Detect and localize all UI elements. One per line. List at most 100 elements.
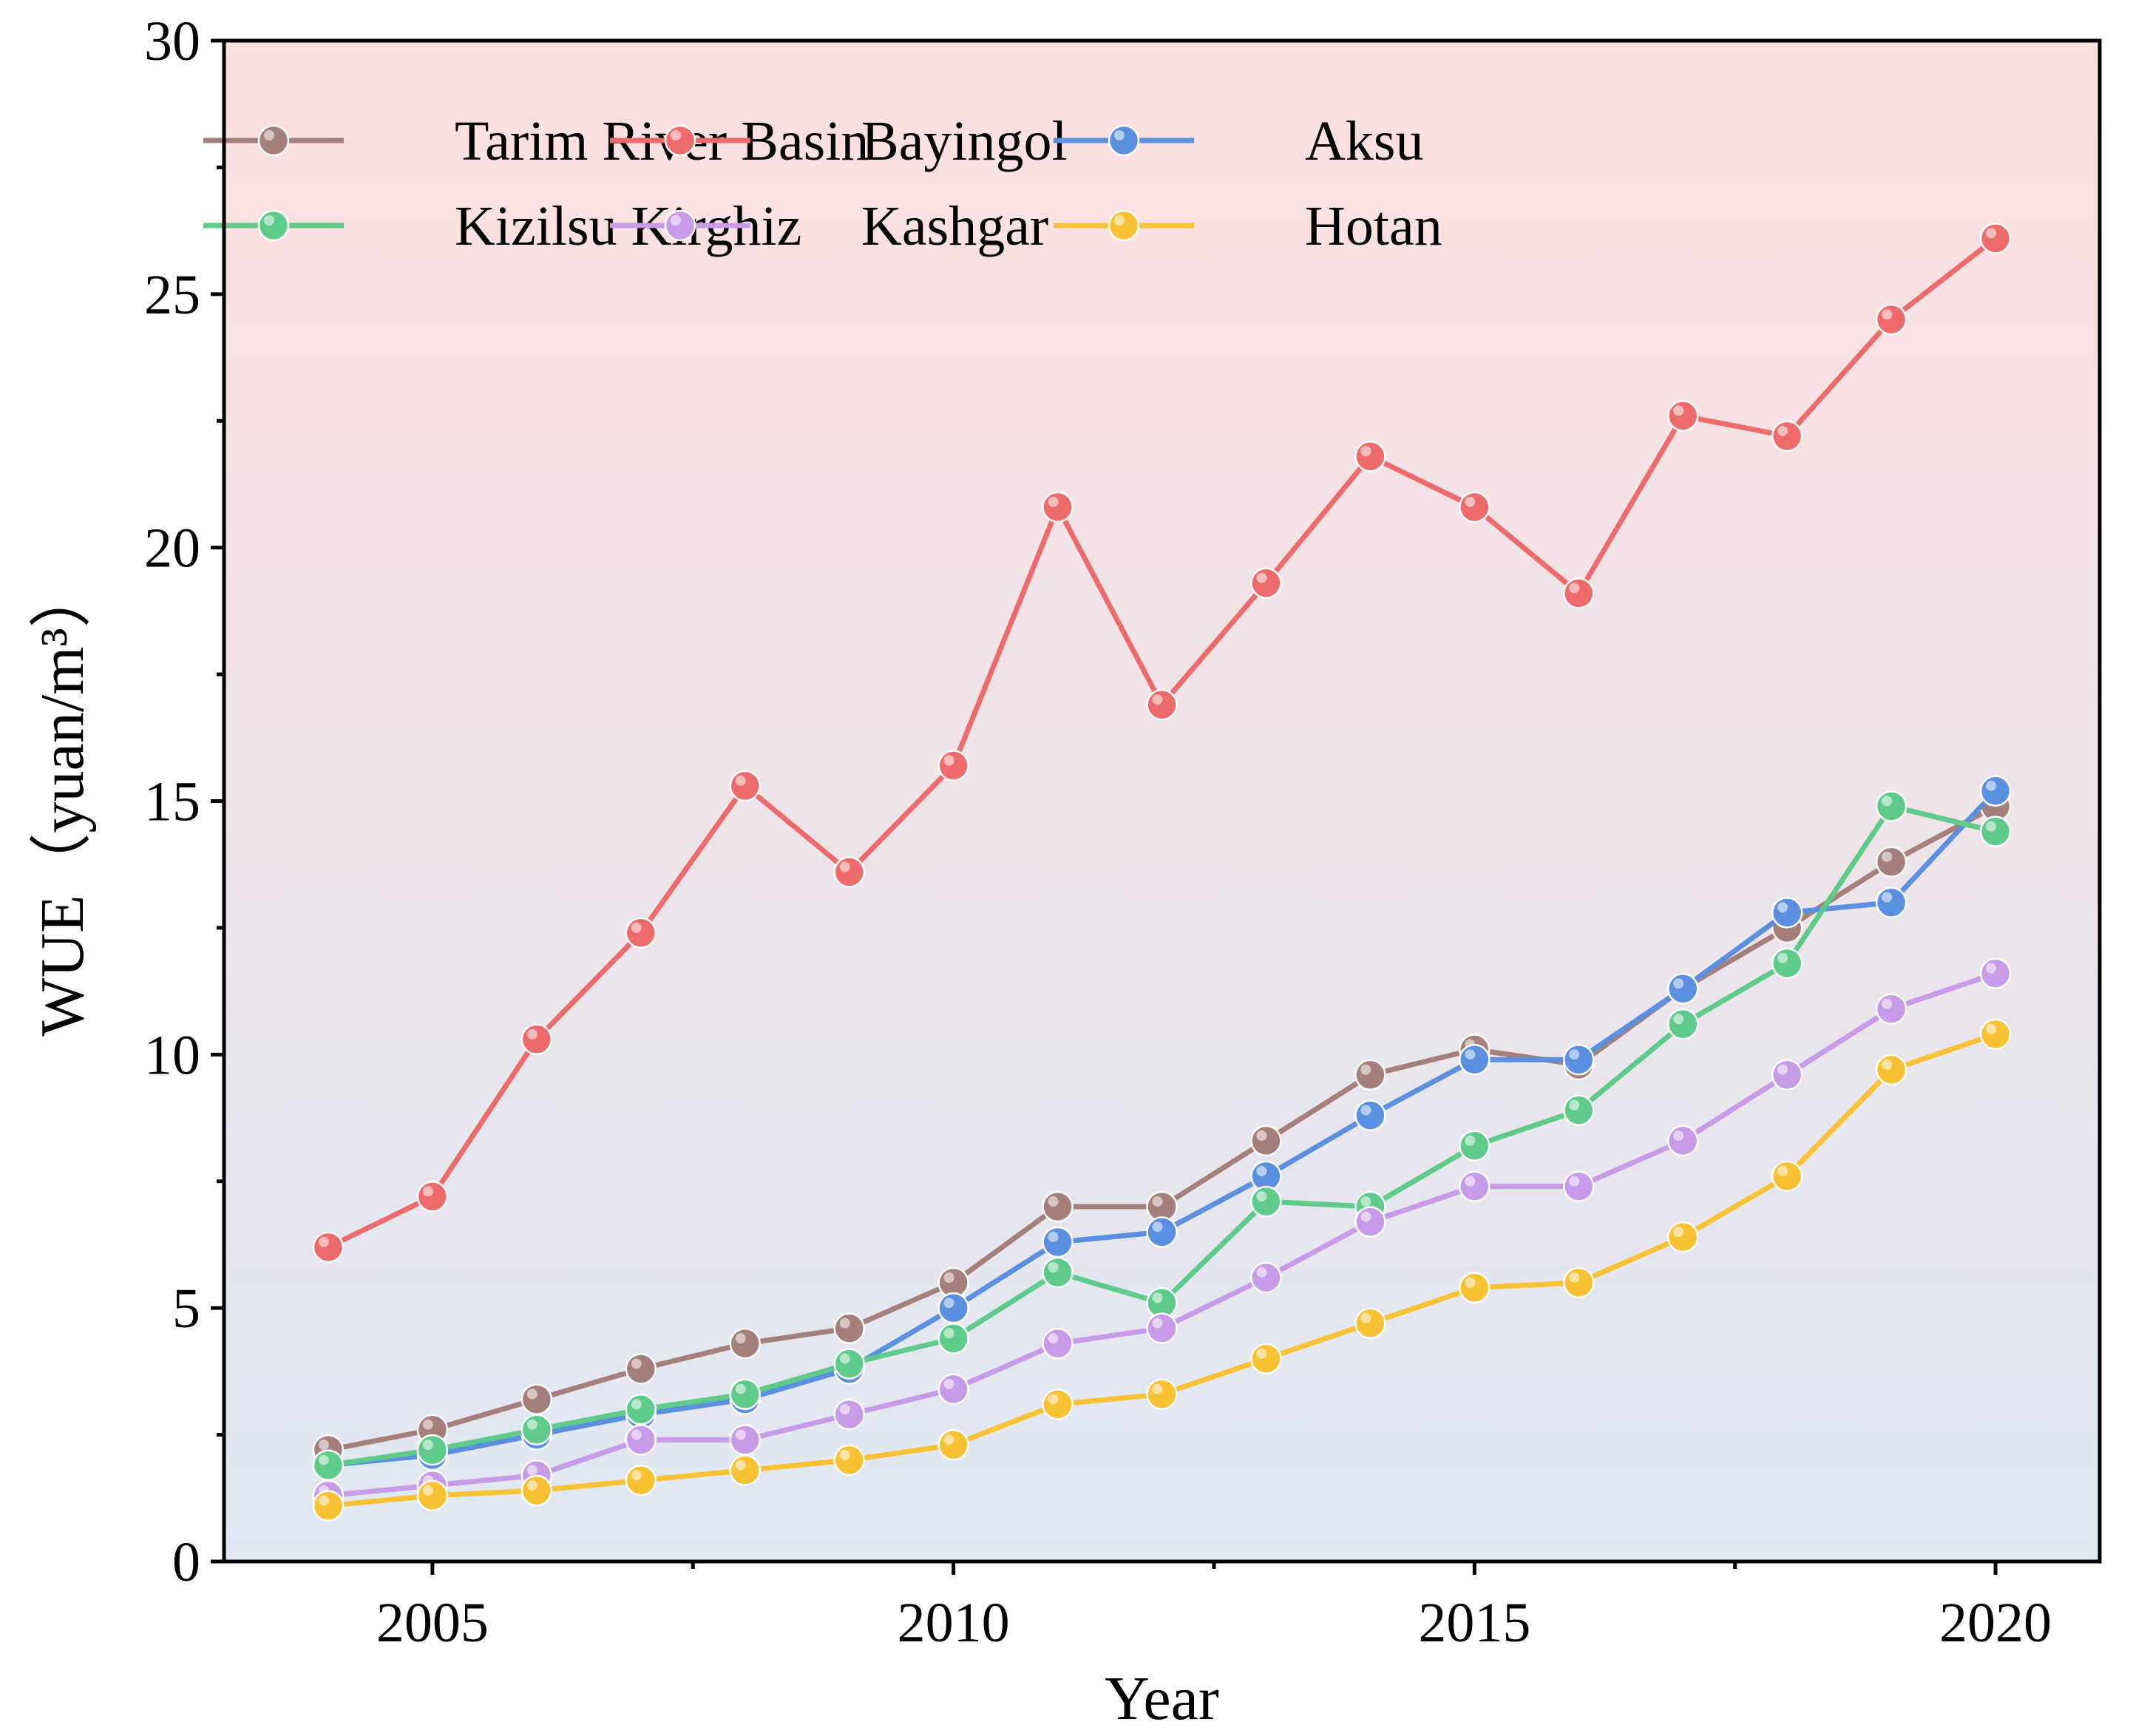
data-point-highlight xyxy=(1777,1064,1788,1075)
data-point-highlight xyxy=(1673,405,1684,416)
data-point-highlight xyxy=(422,1186,433,1197)
data-point xyxy=(416,1181,449,1213)
x-tick-label: 2020 xyxy=(1939,1592,2052,1654)
data-point xyxy=(625,1353,657,1385)
data-point-highlight xyxy=(839,1449,850,1460)
data-point xyxy=(1459,491,1491,523)
data-point-highlight xyxy=(1152,1196,1163,1207)
data-point xyxy=(625,1394,657,1425)
axes: 0 5 10 15 20 25 30 2005 2010 2015 2020 xyxy=(144,10,2052,1654)
data-point-highlight xyxy=(1673,1014,1684,1025)
data-point-highlight xyxy=(422,1419,433,1430)
data-point xyxy=(1666,1125,1699,1157)
data-point-highlight xyxy=(1882,309,1893,320)
data-point xyxy=(1459,1272,1491,1303)
data-point xyxy=(1459,1043,1491,1076)
data-point-highlight xyxy=(839,1404,850,1415)
data-point-highlight xyxy=(318,1236,329,1247)
data-point-highlight xyxy=(943,1378,954,1389)
data-point xyxy=(937,1292,969,1324)
legend-swatch-marker xyxy=(257,209,290,242)
data-point xyxy=(833,1398,865,1431)
data-point xyxy=(625,917,657,949)
data-point-highlight xyxy=(1777,952,1788,963)
data-point xyxy=(1250,1125,1282,1157)
data-point xyxy=(1666,400,1699,432)
data-point-highlight xyxy=(1360,446,1371,457)
legend-swatch-highlight xyxy=(671,215,681,226)
series-kashgar xyxy=(312,957,2012,1512)
data-point-highlight xyxy=(735,775,746,786)
data-point xyxy=(833,1348,865,1380)
data-point-highlight xyxy=(526,1465,538,1476)
data-point-highlight xyxy=(1465,1135,1476,1146)
data-point xyxy=(1042,1226,1074,1258)
data-point-highlight xyxy=(1777,425,1788,436)
data-point-highlight xyxy=(631,1399,642,1410)
legend-label: Kashgar xyxy=(861,195,1048,257)
data-point xyxy=(937,1373,969,1406)
data-point-highlight xyxy=(631,1429,642,1440)
data-point xyxy=(1042,1190,1074,1223)
data-point xyxy=(1979,957,2012,989)
data-point-highlight xyxy=(1048,1196,1059,1207)
data-point xyxy=(1042,491,1074,523)
data-point-highlight xyxy=(1673,978,1684,989)
data-point-highlight xyxy=(631,1358,642,1369)
data-point xyxy=(1250,1261,1282,1294)
data-point xyxy=(729,1424,761,1456)
data-point-highlight xyxy=(318,1454,329,1465)
data-point xyxy=(937,1429,969,1461)
data-point-highlight xyxy=(1465,1176,1476,1187)
data-point xyxy=(1875,790,1908,822)
data-point xyxy=(833,1444,865,1476)
data-point-highlight xyxy=(1777,902,1788,913)
data-point-highlight xyxy=(526,1419,538,1430)
data-point xyxy=(625,1424,657,1456)
legend-item: Kashgar xyxy=(610,195,1048,257)
data-point-highlight xyxy=(422,1440,433,1451)
series-kizilsu-kirghiz xyxy=(312,790,2012,1481)
data-point-highlight xyxy=(1048,1394,1059,1405)
data-point-highlight xyxy=(735,1429,746,1440)
data-point xyxy=(1875,886,1908,918)
data-point xyxy=(1979,1018,2012,1051)
legend-item: Bayingol xyxy=(610,110,1068,172)
data-point-highlight xyxy=(1256,1191,1267,1202)
data-point xyxy=(312,1490,345,1522)
data-point xyxy=(1563,577,1595,609)
data-point xyxy=(1666,972,1699,1005)
data-point-highlight xyxy=(1256,1267,1267,1278)
data-point xyxy=(1459,1170,1491,1202)
data-point-highlight xyxy=(1986,821,1997,832)
data-point-highlight xyxy=(1152,1318,1163,1329)
data-point-highlight xyxy=(1986,963,1997,974)
data-point xyxy=(833,856,865,888)
data-point xyxy=(1563,1094,1595,1127)
data-point xyxy=(1042,1327,1074,1360)
data-point-highlight xyxy=(1360,1312,1371,1323)
data-point-highlight xyxy=(1152,1221,1163,1233)
data-point xyxy=(1771,1160,1803,1193)
data-point-highlight xyxy=(1673,1130,1684,1141)
data-point-highlight xyxy=(943,1434,954,1445)
data-point xyxy=(312,1449,345,1481)
legend-swatch-marker xyxy=(257,124,290,157)
data-point xyxy=(1146,1378,1178,1410)
legend-label: Hotan xyxy=(1305,195,1442,257)
legend-swatch-marker xyxy=(664,209,696,242)
series-layer xyxy=(312,223,2012,1522)
data-point xyxy=(1771,420,1803,452)
data-point xyxy=(1146,1312,1178,1344)
data-point-highlight xyxy=(943,1328,954,1339)
data-point-highlight xyxy=(735,1333,746,1344)
data-point xyxy=(520,1023,553,1056)
data-point xyxy=(1666,1221,1699,1253)
data-point xyxy=(1563,1267,1595,1299)
data-point-highlight xyxy=(1569,1176,1580,1187)
data-point-highlight xyxy=(943,1298,954,1309)
data-point-highlight xyxy=(1256,1165,1267,1176)
y-tick-label: 15 xyxy=(144,771,200,833)
